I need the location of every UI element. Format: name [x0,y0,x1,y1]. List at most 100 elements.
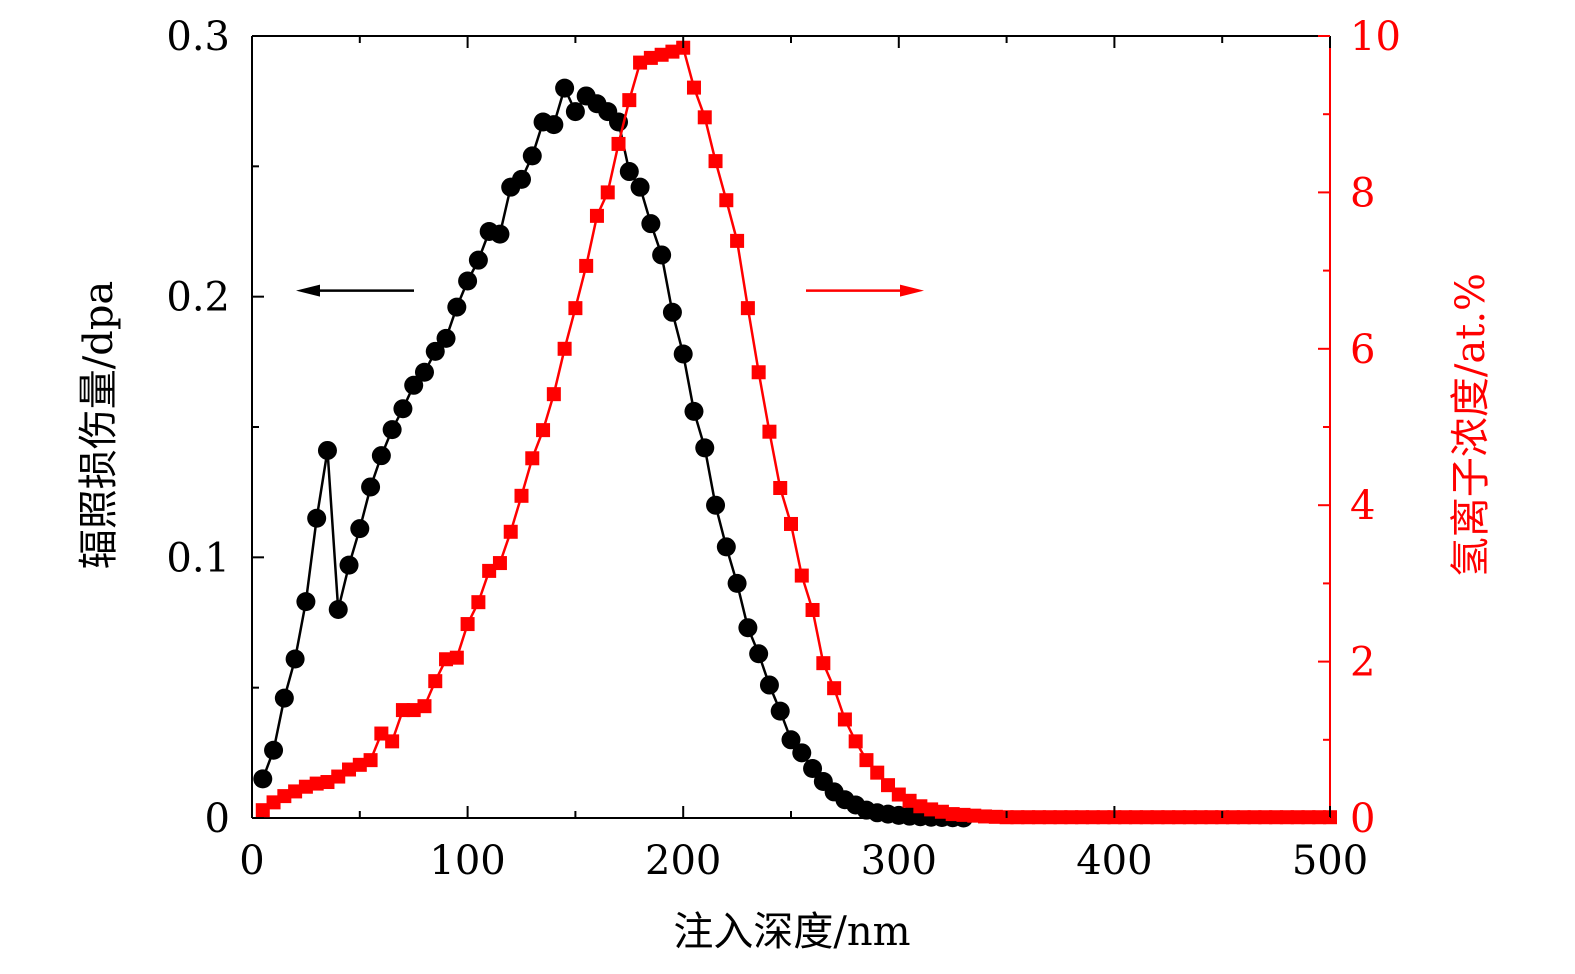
data-point-circle [706,495,726,515]
y-right-tick-label: 6 [1350,327,1375,373]
data-point-square [1204,810,1219,825]
data-point-square [1247,810,1262,825]
data-point-square [913,799,928,814]
data-point-circle [307,508,327,528]
data-point-square [934,804,949,819]
data-point-square [956,807,971,822]
data-point-circle [641,214,661,234]
data-point-square [902,793,917,808]
data-point-square [1290,810,1305,825]
data-point-circle [770,701,790,721]
data-point-square [891,787,906,802]
data-point-circle [652,245,672,265]
data-point-square [1085,810,1100,825]
data-point-square [945,807,960,822]
data-point-square [277,789,292,804]
y-left-axis-title: 辐照损伤量/dpa [76,281,122,570]
data-point-square [331,769,346,784]
data-point-circle [414,362,434,382]
data-point-square [837,712,852,727]
data-point-circle [738,618,758,638]
data-point-circle [673,344,693,364]
data-point-circle [328,599,348,619]
data-point-square [1128,810,1143,825]
data-point-square [460,617,475,632]
data-point-circle [716,537,736,557]
x-axis-title: 注入深度/nm [673,909,910,955]
data-point-square [557,341,572,356]
data-point-square [579,258,594,273]
data-point-square [503,524,518,539]
data-point-square [967,808,982,823]
data-point-circle [522,146,542,166]
data-point-square [1161,810,1176,825]
data-point-square [740,301,755,316]
data-point-square [697,110,712,125]
data-point-square [686,80,701,95]
data-point-square [665,44,680,59]
data-point-square [1010,810,1025,825]
data-point-square [439,652,454,667]
data-point-circle [253,769,273,789]
plot-frame [251,35,1331,819]
data-point-square [395,703,410,718]
data-point-square [374,726,389,741]
data-point-square [988,809,1003,824]
data-point-circle [468,250,488,270]
y-right-axis-title: 氢离子浓度/at.% [1448,273,1494,577]
data-point-circle [425,341,445,361]
data-point-circle [565,102,585,122]
data-point-square [643,50,658,65]
data-point-square [1064,810,1079,825]
data-point-circle [264,740,284,760]
series-layer [253,40,1337,828]
data-point-circle [544,115,564,135]
data-point-square [1258,810,1273,825]
data-point-circle [274,688,294,708]
left-axis-arrow-head [296,284,320,297]
data-point-square [1279,810,1294,825]
data-point-circle [695,438,715,458]
x-tick-label: 500 [1292,838,1368,884]
data-point-square [1172,810,1187,825]
data-point-square [1301,810,1316,825]
x-tick-label: 300 [861,838,937,884]
data-point-square [1150,810,1165,825]
data-point-circle [630,177,650,197]
data-point-circle [662,302,682,322]
data-point-square [298,779,313,794]
data-point-circle [317,440,337,460]
x-tick-label: 400 [1076,838,1152,884]
data-point-circle [803,758,823,778]
data-point-square [859,753,874,768]
y-left-tick-label: 0.2 [166,275,230,321]
data-point-square [320,775,335,790]
data-point-circle [393,399,413,419]
data-point-square [363,753,378,768]
data-point-square [525,451,540,466]
data-point-square [514,488,529,503]
data-point-square [816,656,831,671]
data-point-square [1182,810,1197,825]
data-point-circle [371,446,391,466]
data-point-square [1193,810,1208,825]
data-point-square [708,154,723,169]
data-point-square [288,784,303,799]
data-point-circle [490,224,510,244]
data-point-square [266,795,281,810]
x-tick-label: 100 [429,838,505,884]
data-point-circle [458,271,478,291]
data-point-square [924,802,939,817]
data-point-circle [684,401,704,421]
data-point-circle [382,420,402,440]
data-point-square [342,762,357,777]
y-left-tick-label: 0 [205,796,230,842]
data-point-circle [447,297,467,317]
right-axis-arrow-head [900,284,924,297]
y-right-tick-label: 0 [1350,796,1375,842]
data-point-circle [285,649,305,669]
data-point-square [848,734,863,749]
data-point-square [352,757,367,772]
data-point-circle [792,743,812,763]
